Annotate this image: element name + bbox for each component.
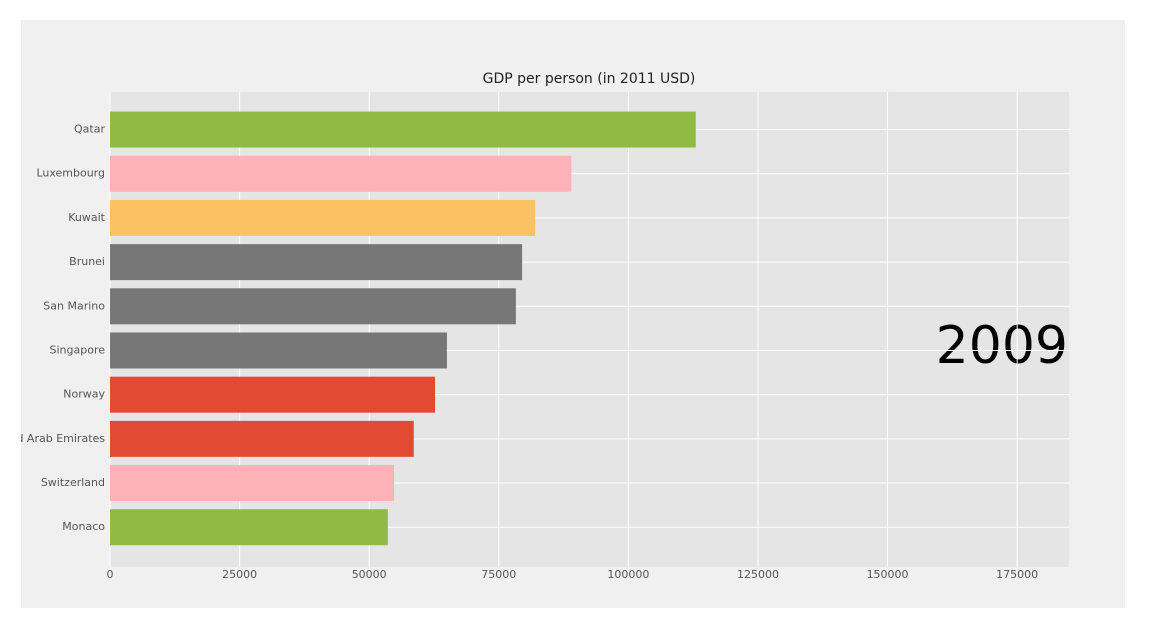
y-tick-label: Monaco — [62, 520, 105, 533]
x-tick-label: 150000 — [867, 568, 909, 581]
x-tick-label: 100000 — [607, 568, 649, 581]
bar — [110, 332, 447, 369]
year-annotation: 2009 — [936, 316, 1068, 376]
bar — [110, 244, 523, 281]
y-tick-label: Switzerland — [41, 476, 105, 489]
y-tick-label: Brunei — [69, 255, 105, 268]
bar — [110, 155, 572, 192]
x-tick-label: 125000 — [737, 568, 779, 581]
y-tick-label: Norway — [63, 388, 105, 401]
bar — [110, 376, 436, 413]
x-tick-label: 25000 — [222, 568, 257, 581]
y-tick-label: Singapore — [50, 343, 106, 356]
bar — [110, 420, 414, 457]
chart-title: GDP per person (in 2011 USD) — [483, 71, 696, 87]
bar — [110, 111, 696, 148]
y-tick-label: United Arab Emirates — [0, 432, 105, 445]
bar — [110, 288, 516, 325]
x-tick-label: 0 — [107, 568, 114, 581]
bar — [110, 509, 388, 546]
y-tick-label: Qatar — [74, 123, 105, 136]
y-tick-label: San Marino — [43, 299, 105, 312]
y-tick-label: Luxembourg — [36, 167, 105, 180]
x-tick-label: 175000 — [996, 568, 1038, 581]
y-tick-label: Kuwait — [68, 211, 105, 224]
bar — [110, 199, 536, 236]
bar — [110, 465, 395, 502]
x-tick-label: 50000 — [352, 568, 387, 581]
x-tick-label: 75000 — [481, 568, 516, 581]
